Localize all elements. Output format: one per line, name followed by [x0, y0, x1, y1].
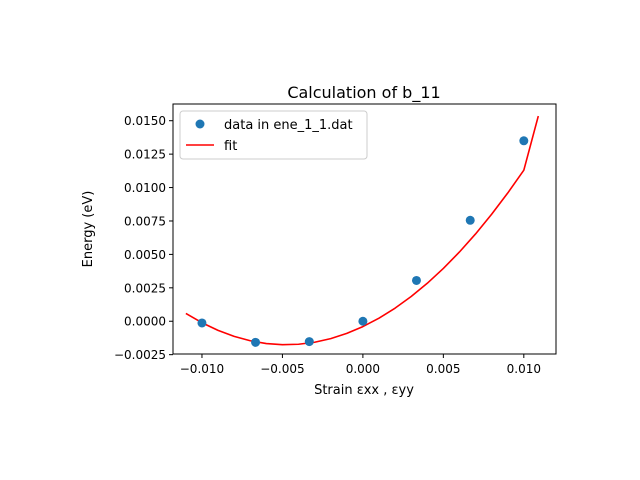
- y-tick-label: −0.0025: [114, 348, 166, 362]
- x-axis-label: Strain εxx , εyy: [314, 383, 414, 398]
- y-tick-label: 0.0075: [124, 214, 166, 228]
- y-tick-label: 0.0150: [124, 114, 166, 128]
- data-point: [197, 318, 207, 328]
- data-point: [519, 136, 529, 146]
- plot-area-frame: [172, 103, 557, 355]
- x-tick-label: −0.005: [260, 362, 304, 376]
- chart-title: Calculation of b_11: [287, 83, 440, 103]
- legend: data in ene_1_1.dat fit: [179, 110, 368, 160]
- legend-label-data: data in ene_1_1.dat: [224, 118, 353, 133]
- plot-series: [185, 115, 540, 347]
- x-axis-ticks: −0.010 −0.005 0.000 0.005 0.010: [180, 354, 541, 376]
- y-axis-label: Energy (eV): [81, 191, 96, 268]
- legend-label-fit: fit: [224, 139, 237, 154]
- x-tick-label: 0.010: [507, 362, 541, 376]
- y-tick-label: 0.0050: [124, 248, 166, 262]
- legend-box: [179, 110, 368, 160]
- data-point: [304, 337, 314, 347]
- y-tick-label: 0.0000: [124, 315, 166, 329]
- y-axis-ticks: −0.0025 0.0000 0.0025 0.0050 0.0075 0.0100 0.0…: [114, 114, 173, 362]
- data-point: [411, 275, 421, 285]
- data-point: [251, 337, 261, 347]
- x-tick-label: 0.005: [426, 362, 460, 376]
- data-point: [465, 215, 475, 225]
- y-tick-label: 0.0125: [124, 148, 166, 162]
- legend-marker-data: [195, 119, 205, 129]
- y-tick-label: 0.0025: [124, 281, 166, 295]
- x-tick-label: −0.010: [180, 362, 224, 376]
- fit-line: [185, 115, 540, 346]
- x-tick-label: 0.000: [346, 362, 380, 376]
- y-tick-label: 0.0100: [124, 181, 166, 195]
- data-point: [358, 316, 368, 326]
